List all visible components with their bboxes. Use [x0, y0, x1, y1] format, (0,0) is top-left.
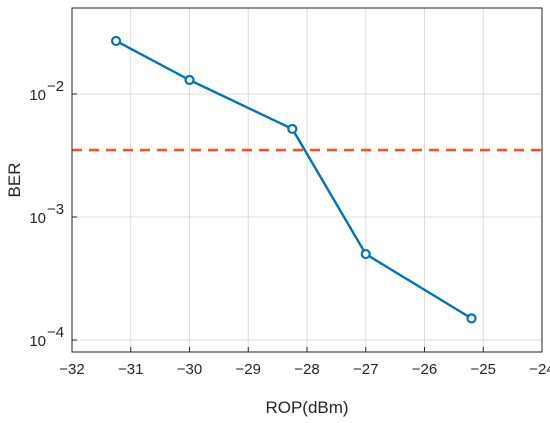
x-tick-label: −25	[471, 361, 496, 378]
data-point	[110, 35, 122, 47]
x-tick-label: −31	[118, 361, 143, 378]
x-tick-labels: −32 −31 −30 −29 −28 −27 −26 −25 −24	[59, 361, 550, 378]
x-tick-label: −30	[177, 361, 202, 378]
x-tick-label: −27	[353, 361, 378, 378]
ticks	[71, 93, 543, 352]
data-point	[287, 123, 298, 135]
x-axis-title: ROP(dBm)	[265, 398, 348, 417]
grid	[71, 8, 543, 352]
series-line	[115, 39, 473, 320]
x-tick-label: −29	[236, 361, 261, 378]
y-tick-label: 10	[29, 333, 46, 350]
x-tick-label: −26	[412, 361, 437, 378]
y-tick-label: 10	[29, 210, 46, 227]
y-tick-exponent: −2	[47, 78, 64, 95]
data-point	[466, 313, 477, 324]
y-tick-exponent: −3	[47, 201, 64, 218]
x-tick-label: −32	[59, 361, 84, 378]
data-point	[184, 74, 195, 86]
series-layer	[110, 35, 477, 324]
x-tick-label: −28	[294, 361, 319, 378]
y-tick-label: 10	[29, 87, 46, 104]
y-tick-exponent: −4	[47, 324, 64, 341]
x-tick-label: −24	[529, 361, 550, 378]
data-point	[360, 248, 371, 260]
y-tick-labels: 10−210−310−4	[29, 78, 64, 350]
y-axis-title: BER	[5, 163, 24, 198]
